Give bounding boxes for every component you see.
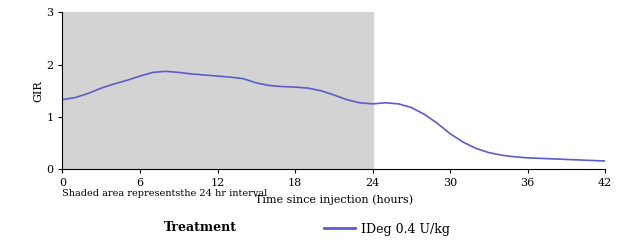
Text: Treatment: Treatment: [164, 221, 237, 234]
Legend: IDeg 0.4 U/kg: IDeg 0.4 U/kg: [324, 223, 450, 236]
X-axis label: Time since injection (hours): Time since injection (hours): [255, 194, 413, 204]
Text: Shaded area representsthe 24 hr interval: Shaded area representsthe 24 hr interval: [62, 189, 268, 198]
Bar: [62, 12, 373, 169]
Y-axis label: GIR: GIR: [34, 80, 44, 102]
